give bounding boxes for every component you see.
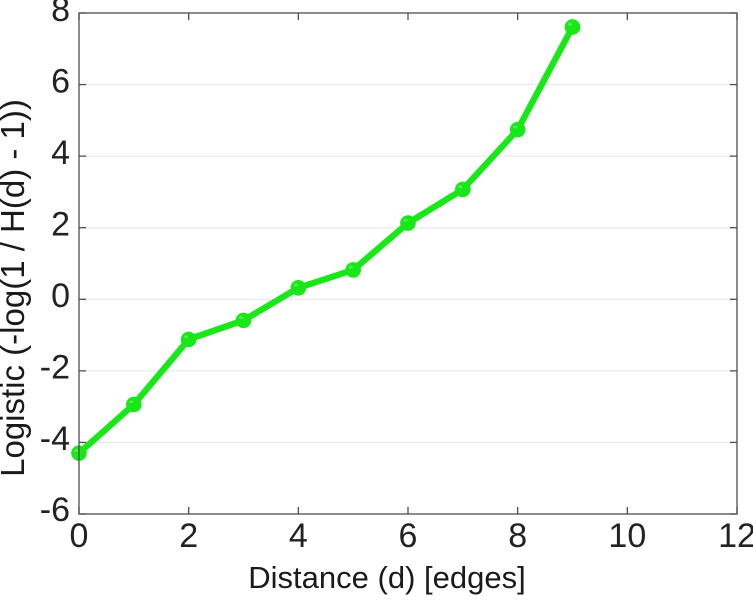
svg-text:Logistic (-log(1 / H(d) - 1)): Logistic (-log(1 / H(d) - 1)) xyxy=(0,99,31,477)
svg-text:2: 2 xyxy=(179,517,198,555)
svg-text:0: 0 xyxy=(70,517,89,555)
svg-text:0: 0 xyxy=(51,277,70,315)
svg-text:Distance (d) [edges]: Distance (d) [edges] xyxy=(248,560,525,595)
svg-text:6: 6 xyxy=(51,63,70,101)
svg-text:8: 8 xyxy=(508,517,527,555)
svg-text:6: 6 xyxy=(399,517,418,555)
svg-text:4: 4 xyxy=(51,134,70,172)
svg-text:-4: -4 xyxy=(40,420,70,458)
svg-text:10: 10 xyxy=(608,517,646,555)
svg-text:2: 2 xyxy=(51,206,70,244)
svg-text:4: 4 xyxy=(289,517,308,555)
svg-text:12: 12 xyxy=(718,517,753,555)
svg-text:-2: -2 xyxy=(40,349,70,387)
svg-text:8: 8 xyxy=(51,0,70,29)
svg-text:-6: -6 xyxy=(40,491,70,529)
